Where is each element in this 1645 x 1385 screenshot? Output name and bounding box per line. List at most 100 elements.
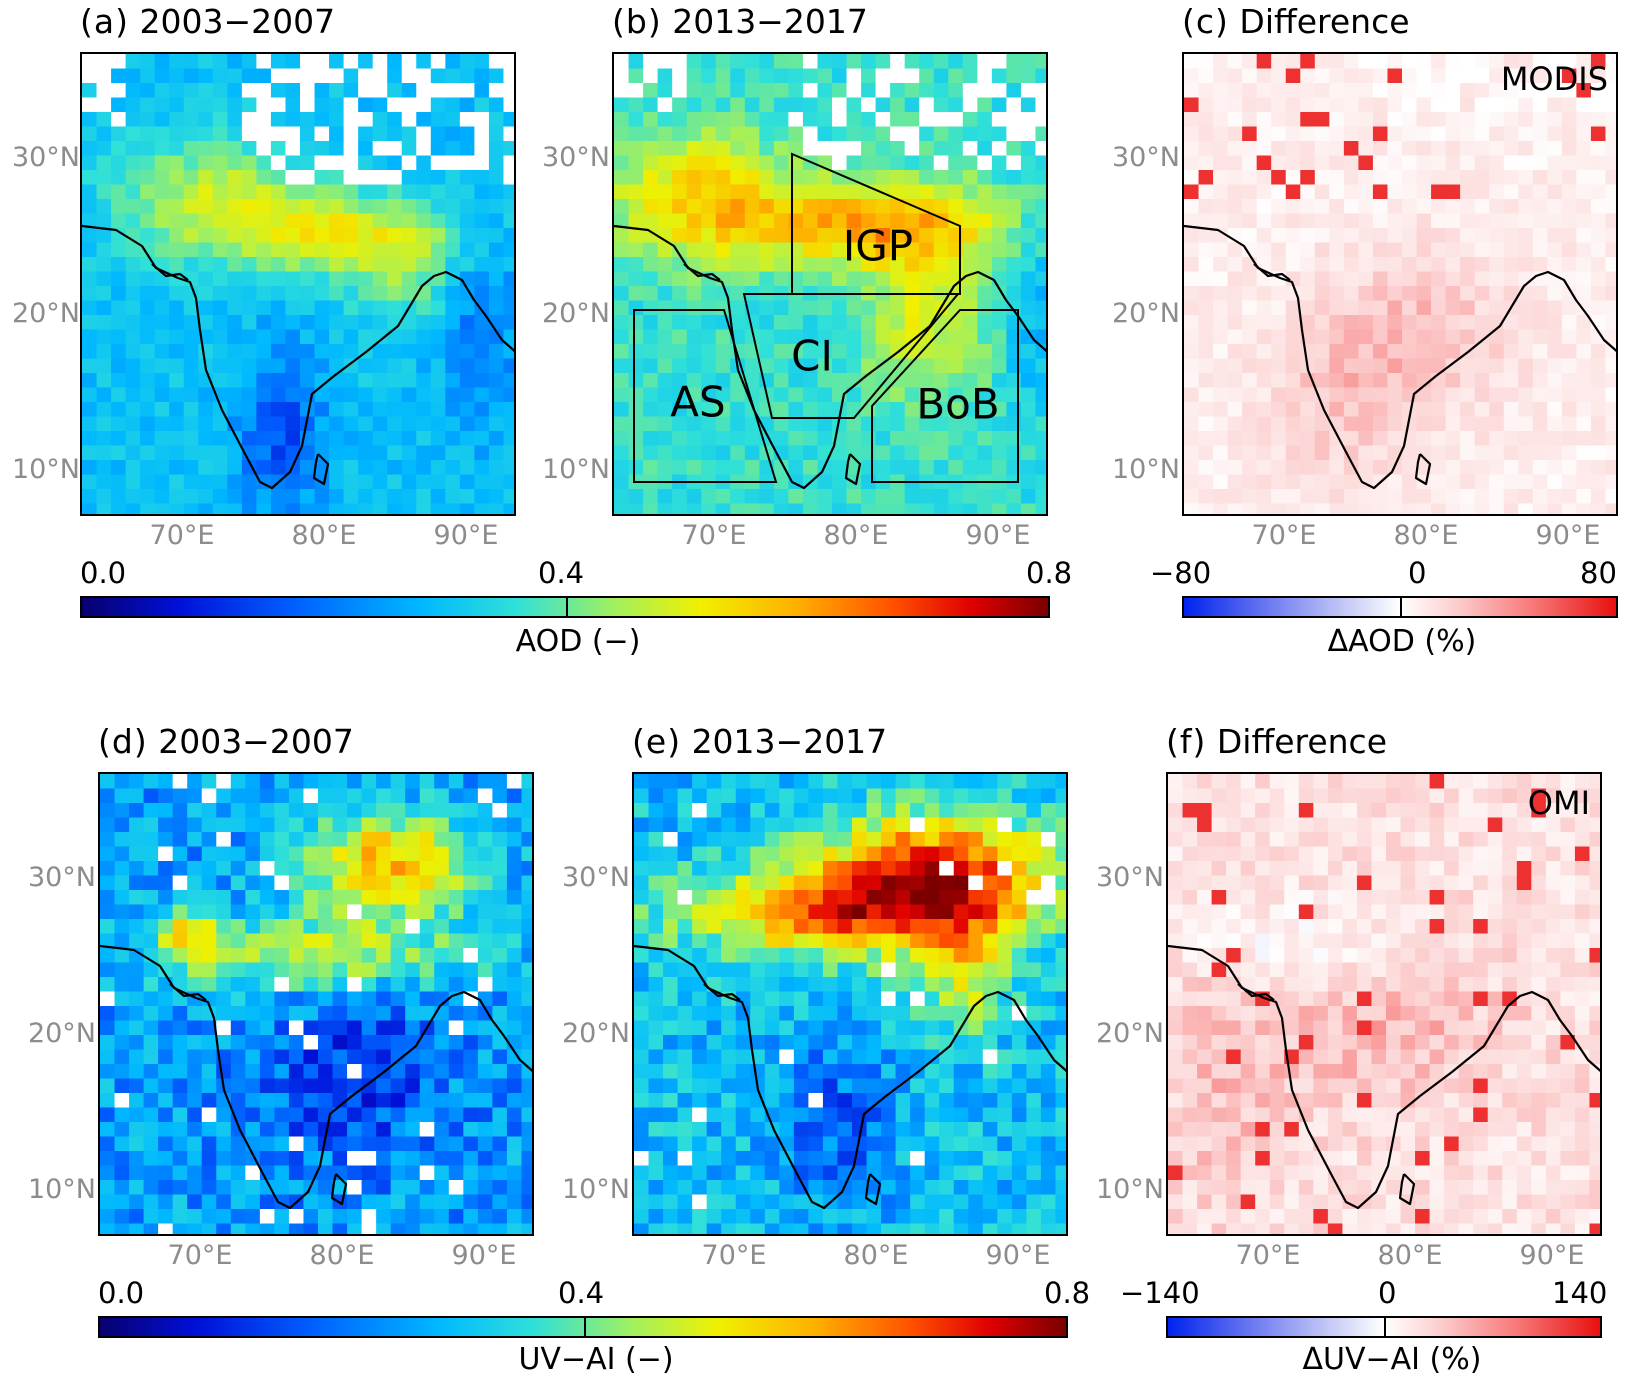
grid-cell [503,155,514,171]
grid-cell [1532,460,1548,476]
grid-cell [318,1049,334,1065]
grid-cell [1416,68,1432,84]
grid-cell [125,97,141,113]
grid-cell [198,416,214,432]
grid-cell [744,242,760,258]
grid-cell [474,271,490,287]
grid-cell [459,460,475,476]
grid-cell [779,904,795,920]
grid-cell [521,919,532,935]
grid-cell [114,919,130,935]
grid-cell [1342,803,1358,819]
grid-cell [1431,112,1447,128]
grid-cell [227,344,243,360]
grid-cell [154,83,170,99]
grid-cell [933,83,949,99]
grid-cell [387,431,403,447]
grid-cell [300,184,316,200]
grid-cell [1372,54,1389,70]
grid-cell [672,213,688,229]
grid-cell [672,155,688,171]
grid-cell [1269,817,1285,833]
grid-cell [241,329,257,345]
grid-cell [169,242,185,258]
grid-cell [837,1064,853,1080]
grid-cell [154,141,170,157]
grid-cell [1227,373,1243,389]
grid-cell [692,803,708,819]
grid-cell [881,1194,897,1210]
grid-cell [817,271,833,287]
grid-cell [390,977,406,993]
grid-cell [256,271,272,287]
grid-cell [300,213,316,229]
grid-cell [1561,199,1577,215]
grid-cell [1026,1078,1042,1094]
grid-cell [953,1078,969,1094]
grid-cell [1547,300,1563,316]
grid-cell [924,817,940,833]
grid-cell [198,126,214,142]
grid-cell [686,112,702,128]
grid-cell [1006,242,1022,258]
grid-cell [1605,474,1616,490]
grid-cell [372,271,388,287]
grid-cell [1532,474,1548,490]
grid-cell [939,803,955,819]
grid-cell [445,402,461,418]
grid-cell [288,1151,305,1167]
grid-cell [692,919,708,935]
grid-cell [808,991,824,1007]
grid-cell [692,1006,708,1022]
grid-cell [1574,774,1591,790]
grid-cell [1590,170,1607,186]
grid-cell [910,1194,926,1210]
grid-cell [82,213,98,229]
grid-cell [657,83,673,99]
grid-cell [1445,445,1461,461]
grid-cell [1285,54,1301,70]
grid-cell [968,977,984,993]
grid-cell [459,68,475,84]
grid-cell [744,141,760,157]
grid-cell [1271,83,1287,99]
grid-cell [910,817,926,833]
grid-cell [1473,788,1489,804]
grid-cell [143,1035,159,1051]
grid-cell [216,904,232,920]
grid-cell [890,213,906,229]
grid-cell [1489,170,1505,186]
grid-cell [387,373,403,389]
grid-cell [1547,155,1563,171]
grid-cell [1026,904,1042,920]
grid-cell [376,1223,392,1234]
grid-cell [448,977,464,993]
grid-cell [890,141,906,157]
grid-cell [817,373,833,389]
grid-cell [875,126,891,142]
grid-cell [773,329,789,345]
grid-cell [657,344,673,360]
grid-cell [1605,489,1616,505]
grid-cell [405,1020,421,1036]
grid-cell [347,1223,363,1234]
grid-cell [503,503,514,514]
grid-cell [390,890,406,906]
grid-cell [672,271,688,287]
grid-cell [663,1122,679,1138]
grid-cell [657,242,673,258]
grid-cell [1547,387,1563,403]
grid-cell [866,788,882,804]
grid-cell [1532,358,1548,374]
grid-cell [939,1006,955,1022]
grid-cell [474,257,490,273]
grid-cell [332,1122,348,1138]
grid-cell [1590,286,1607,302]
grid-cell [895,1078,911,1094]
grid-cell [1006,271,1022,287]
grid-cell [405,1093,421,1109]
grid-cell [300,228,316,244]
grid-cell [968,1180,984,1196]
grid-cell [1329,445,1345,461]
grid-cell [1198,460,1214,476]
